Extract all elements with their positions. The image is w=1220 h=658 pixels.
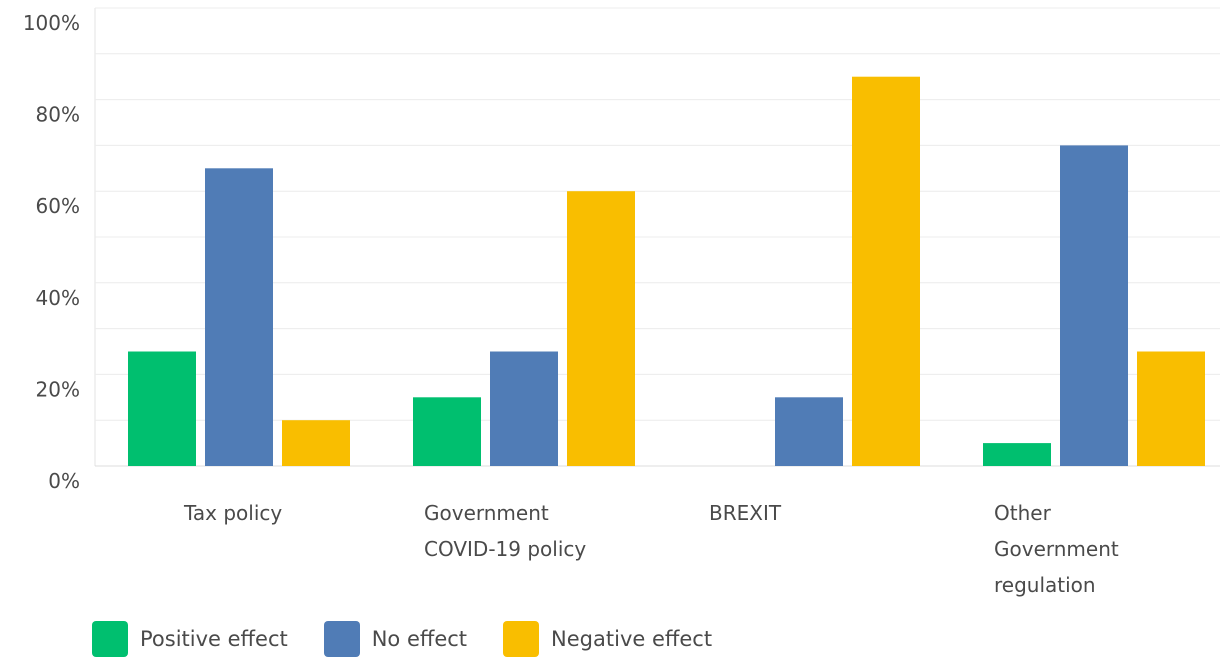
bars [128,76,1205,467]
bar-tax-policy-negative-effect [282,420,350,466]
grouped-bar-chart: 0% 20% 40% 60% 80% 100% Tax policy Government C… [23,7,1220,597]
x-tick-label-brexit: BREXIT [709,501,782,525]
y-tick-label-40: 40% [36,286,80,310]
x-tick-label-government-covid-19-policy: Government COVID-19 policy [424,501,586,561]
y-tick-label-80: 80% [36,103,80,127]
legend-swatch-positive-effect [92,621,128,657]
y-axis-tick-labels: 0% 20% 40% 60% 80% 100% [23,11,80,493]
legend-swatch-negative-effect [503,621,540,657]
bar-government-covid-19-policy-no-effect [490,351,558,466]
bar-government-covid-19-policy-negative-effect [567,191,635,466]
legend-label-negative-effect: Negative effect [551,627,713,651]
x-tick-label-other-government-regulation: Other Government regulation [994,501,1119,597]
bar-brexit-negative-effect [852,76,920,466]
legend-item-positive-effect: Positive effect [92,621,288,657]
y-tick-label-100: 100% [23,11,80,35]
bar-other-government-regulation-negative-effect [1137,351,1205,466]
x-axis-category-labels: Tax policy Government COVID-19 policy BREXI… [183,501,1119,597]
legend: Positive effect No effect Negative effec… [92,620,748,658]
bar-other-government-regulation-positive-effect [983,443,1051,466]
y-tick-label-20: 20% [36,377,80,401]
bar-tax-policy-positive-effect [128,351,196,466]
bar-other-government-regulation-no-effect [1060,145,1128,466]
legend-swatch-no-effect [323,621,360,657]
legend-item-no-effect: No effect [323,621,468,657]
bar-tax-policy-no-effect [205,168,273,467]
legend-label-positive-effect: Positive effect [140,627,288,651]
bar-government-covid-19-policy-positive-effect [413,397,481,466]
legend-item-negative-effect: Negative effect [503,621,712,657]
x-tick-label-tax-policy: Tax policy [183,501,282,525]
legend-label-no-effect: No effect [371,627,468,651]
bar-brexit-no-effect [775,397,843,466]
y-tick-label-60: 60% [36,194,80,218]
y-tick-label-0: 0% [48,469,80,493]
